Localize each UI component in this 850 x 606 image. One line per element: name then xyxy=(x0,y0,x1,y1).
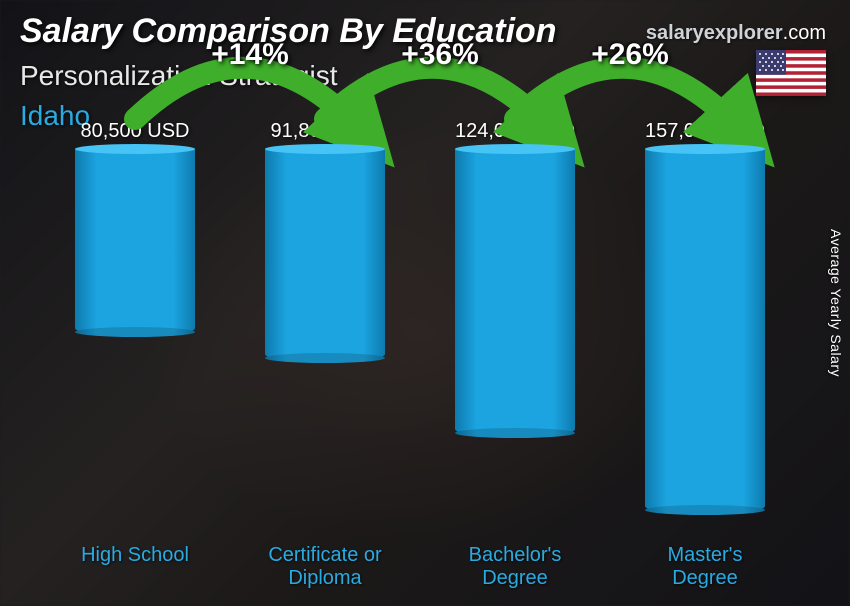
bar xyxy=(645,149,765,515)
watermark-suffix: .com xyxy=(783,22,826,44)
bar xyxy=(455,149,575,438)
bar-front xyxy=(645,149,765,515)
watermark: salaryexplorer.com xyxy=(646,22,826,45)
bar-front xyxy=(265,149,385,363)
increase-pct-label: +36% xyxy=(401,38,479,72)
increase-pct-label: +14% xyxy=(211,38,289,72)
bar xyxy=(265,149,385,363)
bar-top-ellipse xyxy=(265,144,385,154)
infographic-container: Salary Comparison By Education Personali… xyxy=(0,0,850,606)
bar-top-ellipse xyxy=(455,144,575,154)
bar-chart: 80,500 USD91,800 USD124,000 USD157,000 U… xyxy=(40,120,800,596)
flag-icon xyxy=(756,50,826,96)
bar xyxy=(75,149,195,337)
increase-pct-label: +26% xyxy=(591,38,669,72)
bar-front xyxy=(75,149,195,337)
y-axis-label: Average Yearly Salary xyxy=(828,229,844,377)
bar-front xyxy=(455,149,575,438)
bar-top-ellipse xyxy=(645,144,765,154)
bar-top-ellipse xyxy=(75,144,195,154)
